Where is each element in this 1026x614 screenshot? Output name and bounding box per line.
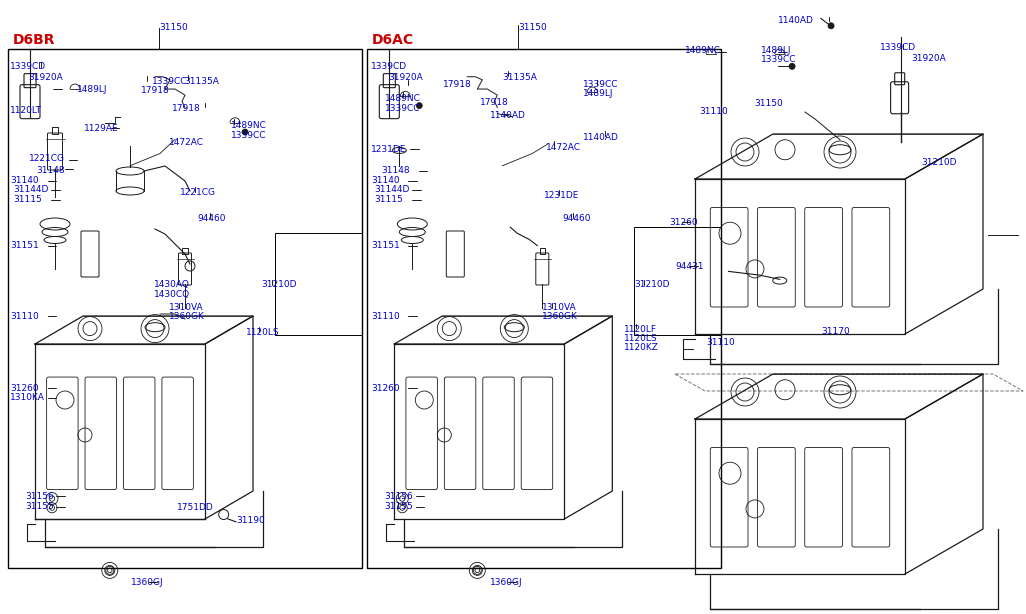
Text: 1751DD: 1751DD <box>176 503 213 512</box>
Text: 31140: 31140 <box>10 176 39 185</box>
Text: D6BR: D6BR <box>12 33 54 47</box>
Bar <box>634 227 721 335</box>
Text: 17918: 17918 <box>172 104 201 112</box>
Text: 1120LT: 1120LT <box>10 106 42 115</box>
Text: 1120LS: 1120LS <box>624 334 658 343</box>
Text: 17918: 17918 <box>443 80 472 89</box>
Text: 31920A: 31920A <box>911 54 946 63</box>
Text: 31156: 31156 <box>385 492 413 500</box>
Text: 94460: 94460 <box>197 214 226 223</box>
Text: 31260: 31260 <box>669 218 698 227</box>
Text: 31920A: 31920A <box>29 73 64 82</box>
Text: 1472AC: 1472AC <box>546 143 581 152</box>
Text: 31140: 31140 <box>371 176 400 185</box>
Text: 31210D: 31210D <box>634 281 670 289</box>
Text: 1231DE: 1231DE <box>544 191 579 200</box>
Text: 31151: 31151 <box>10 241 39 250</box>
Text: 31110: 31110 <box>706 338 735 347</box>
Text: 31260: 31260 <box>10 384 39 392</box>
Text: 1489NC: 1489NC <box>385 94 421 103</box>
Text: 1339CC: 1339CC <box>231 131 267 139</box>
Text: 1221CG: 1221CG <box>180 188 215 197</box>
Text: 31115: 31115 <box>374 195 403 204</box>
Text: 1120KZ: 1120KZ <box>624 343 659 352</box>
Text: 1140AD: 1140AD <box>778 17 814 25</box>
Text: D6AC: D6AC <box>371 33 413 47</box>
Text: 1472AC: 1472AC <box>169 138 204 147</box>
Text: 31148: 31148 <box>382 166 410 175</box>
Text: 1310VA: 1310VA <box>542 303 577 312</box>
Text: 31144D: 31144D <box>13 185 48 194</box>
Text: 31155: 31155 <box>385 502 413 511</box>
Text: 1489LJ: 1489LJ <box>761 46 792 55</box>
Circle shape <box>417 103 423 109</box>
Text: 1339CD: 1339CD <box>371 62 407 71</box>
Bar <box>8 49 362 568</box>
Circle shape <box>789 63 795 69</box>
Text: 1489NC: 1489NC <box>231 122 267 130</box>
Text: 94431: 94431 <box>675 262 704 271</box>
Text: 1120LS: 1120LS <box>246 328 280 336</box>
Text: 31150: 31150 <box>754 99 783 107</box>
Circle shape <box>828 23 834 29</box>
Text: 1360GJ: 1360GJ <box>131 578 164 586</box>
Text: 31135A: 31135A <box>185 77 220 85</box>
Bar <box>275 233 362 335</box>
Text: 94460: 94460 <box>562 214 591 223</box>
Text: 1360GK: 1360GK <box>542 313 578 321</box>
Text: 31150: 31150 <box>518 23 547 32</box>
Text: 31920A: 31920A <box>388 73 423 82</box>
Text: 31156: 31156 <box>26 492 54 500</box>
Bar <box>367 49 721 568</box>
Text: 1129AE: 1129AE <box>84 125 119 133</box>
Text: 31148: 31148 <box>36 166 65 175</box>
Text: 31190: 31190 <box>236 516 265 525</box>
Text: 1310KA: 1310KA <box>10 394 45 402</box>
Text: 31210D: 31210D <box>262 281 298 289</box>
Text: 1489LJ: 1489LJ <box>583 90 614 98</box>
Text: 31135A: 31135A <box>503 73 538 82</box>
Text: 1231DE: 1231DE <box>371 145 406 154</box>
Text: 1430CQ: 1430CQ <box>154 290 190 298</box>
Text: 17918: 17918 <box>141 86 169 95</box>
Text: 1140AD: 1140AD <box>583 133 619 142</box>
Text: 31170: 31170 <box>821 327 850 336</box>
Text: 31260: 31260 <box>371 384 400 392</box>
Text: 1339CD: 1339CD <box>10 62 46 71</box>
Text: 31110: 31110 <box>371 313 400 321</box>
Text: 31110: 31110 <box>10 313 39 321</box>
Text: 1430AQ: 1430AQ <box>154 281 190 289</box>
Text: 1221CG: 1221CG <box>29 154 65 163</box>
Text: 31115: 31115 <box>13 195 42 204</box>
Text: 17918: 17918 <box>480 98 509 107</box>
Text: 31155: 31155 <box>26 502 54 511</box>
Text: 1339CC: 1339CC <box>385 104 421 112</box>
Circle shape <box>242 129 248 135</box>
Text: 1339CC: 1339CC <box>152 77 188 85</box>
Text: 1339CC: 1339CC <box>761 55 797 64</box>
Text: 1120LF: 1120LF <box>624 325 657 333</box>
Text: 1339CD: 1339CD <box>880 44 916 52</box>
Text: 1339CC: 1339CC <box>583 80 619 89</box>
Text: 1489LJ: 1489LJ <box>77 85 108 93</box>
Text: 31110: 31110 <box>700 107 728 116</box>
Text: 1360GK: 1360GK <box>169 313 205 321</box>
Text: 1140AD: 1140AD <box>490 111 526 120</box>
Text: 31151: 31151 <box>371 241 400 250</box>
Text: 31150: 31150 <box>159 23 188 32</box>
Text: 1310VA: 1310VA <box>169 303 204 312</box>
Text: 1489NC: 1489NC <box>685 46 721 55</box>
Text: 31144D: 31144D <box>374 185 409 194</box>
Text: 1360GJ: 1360GJ <box>490 578 523 586</box>
Text: 31210D: 31210D <box>921 158 957 166</box>
